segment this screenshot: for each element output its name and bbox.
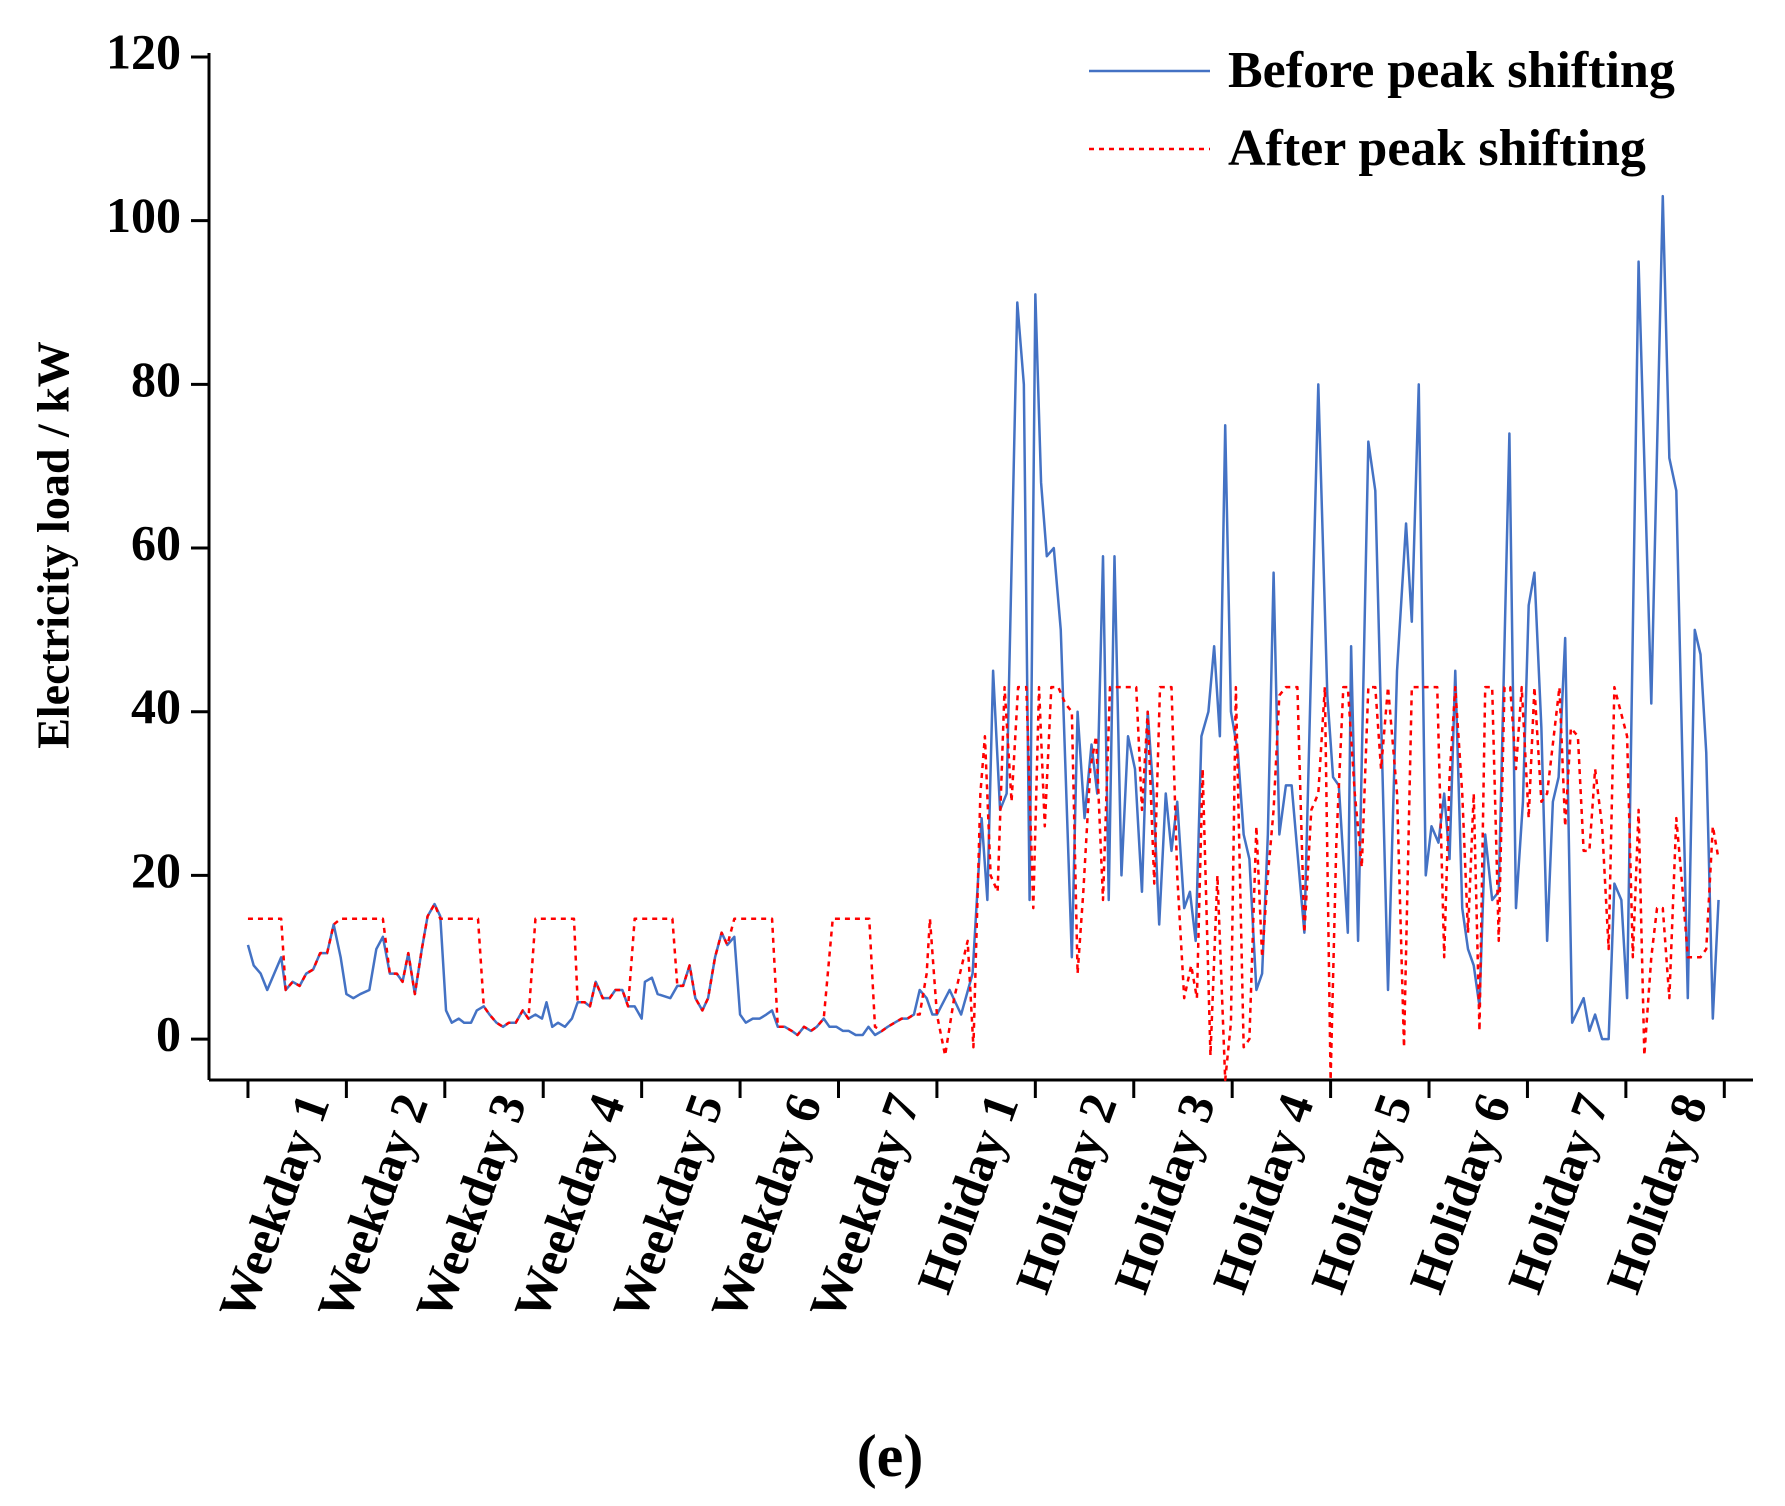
y-tick-label: 40	[131, 678, 181, 734]
y-tick-label: 20	[131, 842, 181, 898]
y-tick-label: 0	[156, 1006, 181, 1062]
series-line	[247, 685, 1720, 1082]
y-tick-label: 80	[131, 351, 181, 407]
caption: (e)	[857, 1423, 924, 1489]
y-tick-label: 100	[106, 187, 181, 243]
y-tick-label: 120	[106, 23, 181, 79]
legend-label: Before peak shifting	[1228, 42, 1675, 99]
y-axis-label: Electricity load / kW	[28, 341, 79, 749]
legend-label: After peak shifting	[1228, 120, 1646, 177]
y-tick-label: 60	[131, 515, 181, 571]
